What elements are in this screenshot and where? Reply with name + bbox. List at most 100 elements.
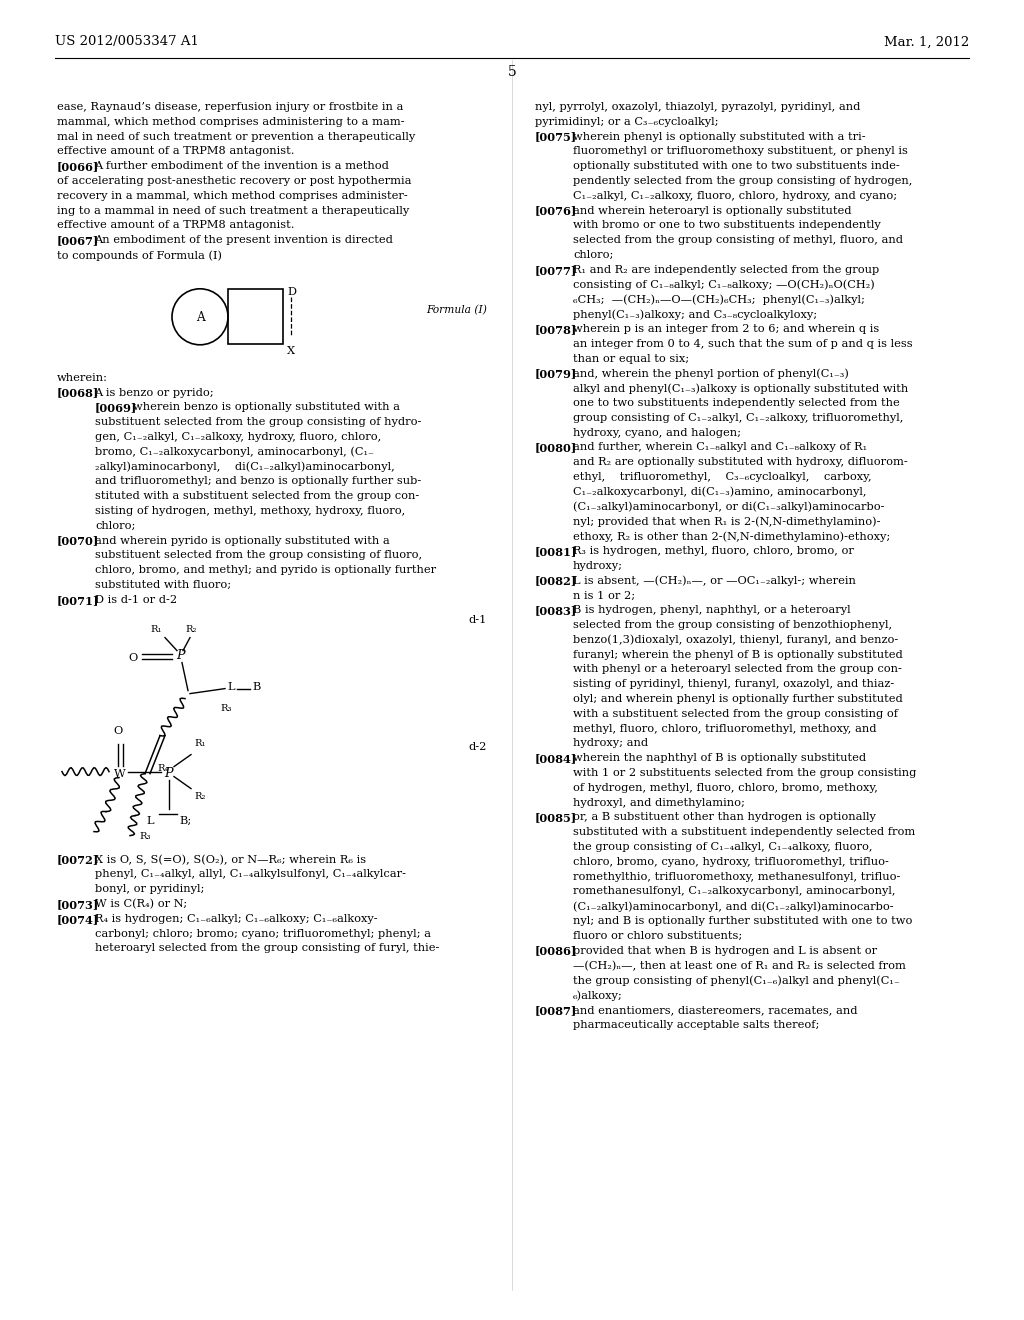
Text: furanyl; wherein the phenyl of B is optionally substituted: furanyl; wherein the phenyl of B is opti… (573, 649, 903, 660)
Text: [0075]: [0075] (535, 132, 578, 143)
Text: with bromo or one to two substituents independently: with bromo or one to two substituents in… (573, 220, 881, 231)
Text: and trifluoromethyl; and benzo is optionally further sub-: and trifluoromethyl; and benzo is option… (95, 477, 421, 486)
Text: and wherein pyrido is optionally substituted with a: and wherein pyrido is optionally substit… (94, 536, 389, 545)
Text: O: O (114, 726, 123, 735)
Text: hydroxy;: hydroxy; (573, 561, 623, 570)
Text: A is benzo or pyrido;: A is benzo or pyrido; (94, 388, 214, 397)
Text: than or equal to six;: than or equal to six; (573, 354, 689, 363)
Bar (228, 289, 283, 343)
Text: of hydrogen, methyl, fluoro, chloro, bromo, methoxy,: of hydrogen, methyl, fluoro, chloro, bro… (573, 783, 878, 793)
Text: L: L (227, 681, 234, 692)
Text: or, a B substituent other than hydrogen is optionally: or, a B substituent other than hydrogen … (572, 812, 876, 822)
Text: pharmaceutically acceptable salts thereof;: pharmaceutically acceptable salts thereo… (573, 1019, 819, 1030)
Text: wherein benzo is optionally substituted with a: wherein benzo is optionally substituted … (132, 403, 399, 412)
Text: [0085]: [0085] (535, 812, 578, 824)
Text: C₁₋₂alkyl, C₁₋₂alkoxy, fluoro, chloro, hydroxy, and cyano;: C₁₋₂alkyl, C₁₋₂alkoxy, fluoro, chloro, h… (573, 191, 897, 201)
Text: W is C(R₄) or N;: W is C(R₄) or N; (94, 899, 186, 909)
Text: substituted with fluoro;: substituted with fluoro; (95, 579, 231, 590)
Text: chloro, bromo, cyano, hydroxy, trifluoromethyl, trifluo-: chloro, bromo, cyano, hydroxy, trifluoro… (573, 857, 889, 867)
Text: hydroxy; and: hydroxy; and (573, 738, 648, 748)
Text: mammal, which method comprises administering to a mam-: mammal, which method comprises administe… (57, 116, 404, 127)
Text: [0072]: [0072] (57, 854, 99, 866)
Text: [0078]: [0078] (535, 323, 578, 335)
Text: wherein phenyl is optionally substituted with a tri-: wherein phenyl is optionally substituted… (572, 132, 865, 141)
Text: [0074]: [0074] (57, 913, 99, 925)
Text: sisting of hydrogen, methyl, methoxy, hydroxy, fluoro,: sisting of hydrogen, methyl, methoxy, hy… (95, 506, 406, 516)
Text: olyl; and wherein phenyl is optionally further substituted: olyl; and wherein phenyl is optionally f… (573, 694, 903, 704)
Text: —(CH₂)ₙ—, then at least one of R₁ and R₂ is selected from: —(CH₂)ₙ—, then at least one of R₁ and R₂… (573, 961, 906, 970)
Text: (C₁₋₂alkyl)aminocarbonyl, and di(C₁₋₂alkyl)aminocarbo-: (C₁₋₂alkyl)aminocarbonyl, and di(C₁₋₂alk… (573, 902, 894, 912)
Text: group consisting of C₁₋₂alkyl, C₁₋₂alkoxy, trifluoromethyl,: group consisting of C₁₋₂alkyl, C₁₋₂alkox… (573, 413, 903, 422)
Text: [0082]: [0082] (535, 576, 578, 586)
Text: nyl; and B is optionally further substituted with one to two: nyl; and B is optionally further substit… (573, 916, 912, 927)
Text: fluoro or chloro substituents;: fluoro or chloro substituents; (573, 931, 742, 941)
Text: d-2: d-2 (469, 742, 487, 751)
Text: selected from the group consisting of benzothiophenyl,: selected from the group consisting of be… (573, 620, 892, 630)
Text: provided that when B is hydrogen and L is absent or: provided that when B is hydrogen and L i… (572, 945, 877, 956)
Text: wherein the naphthyl of B is optionally substituted: wherein the naphthyl of B is optionally … (572, 754, 865, 763)
Text: R₂: R₂ (185, 624, 197, 634)
Text: W: W (114, 768, 126, 779)
Text: with a substituent selected from the group consisting of: with a substituent selected from the gro… (573, 709, 898, 719)
Text: with phenyl or a heteroaryl selected from the group con-: with phenyl or a heteroaryl selected fro… (573, 664, 902, 675)
Text: R₁: R₁ (151, 624, 162, 634)
Text: R₄ is hydrogen; C₁₋₆alkyl; C₁₋₆alkoxy; C₁₋₆alkoxy-: R₄ is hydrogen; C₁₋₆alkyl; C₁₋₆alkoxy; C… (94, 913, 377, 924)
Text: ease, Raynaud’s disease, reperfusion injury or frostbite in a: ease, Raynaud’s disease, reperfusion inj… (57, 102, 403, 112)
Text: pyrimidinyl; or a C₃₋₆cycloalkyl;: pyrimidinyl; or a C₃₋₆cycloalkyl; (535, 116, 719, 127)
Text: methyl, fluoro, chloro, trifluoromethyl, methoxy, and: methyl, fluoro, chloro, trifluoromethyl,… (573, 723, 877, 734)
Text: nyl, pyrrolyl, oxazolyl, thiazolyl, pyrazolyl, pyridinyl, and: nyl, pyrrolyl, oxazolyl, thiazolyl, pyra… (535, 102, 860, 112)
Text: substituted with a substituent independently selected from: substituted with a substituent independe… (573, 828, 915, 837)
Text: romethanesulfonyl, C₁₋₂alkoxycarbonyl, aminocarbonyl,: romethanesulfonyl, C₁₋₂alkoxycarbonyl, a… (573, 887, 896, 896)
Text: alkyl and phenyl(C₁₋₃)alkoxy is optionally substituted with: alkyl and phenyl(C₁₋₃)alkoxy is optional… (573, 383, 908, 393)
Text: L: L (146, 816, 154, 825)
Text: Mar. 1, 2012: Mar. 1, 2012 (884, 36, 969, 49)
Text: [0066]: [0066] (57, 161, 99, 172)
Text: wherein:: wherein: (57, 372, 108, 383)
Text: [0087]: [0087] (535, 1005, 578, 1016)
Text: and further, wherein C₁₋₈alkyl and C₁₋₈alkoxy of R₁: and further, wherein C₁₋₈alkyl and C₁₋₈a… (572, 442, 866, 453)
Text: A further embodiment of the invention is a method: A further embodiment of the invention is… (94, 161, 389, 172)
Text: C₁₋₂alkoxycarbonyl, di(C₁₋₃)amino, aminocarbonyl,: C₁₋₂alkoxycarbonyl, di(C₁₋₃)amino, amino… (573, 487, 866, 498)
Text: B: B (252, 681, 260, 692)
Text: effective amount of a TRPM8 antagonist.: effective amount of a TRPM8 antagonist. (57, 147, 295, 156)
Text: ₆CH₃;  —(CH₂)ₙ—O—(CH₂)₆CH₃;  phenyl(C₁₋₃)alkyl;: ₆CH₃; —(CH₂)ₙ—O—(CH₂)₆CH₃; phenyl(C₁₋₃)a… (573, 294, 865, 305)
Text: [0086]: [0086] (535, 945, 578, 957)
Text: R₂: R₂ (194, 792, 206, 801)
Text: [0071]: [0071] (57, 595, 99, 606)
Text: [0073]: [0073] (57, 899, 99, 909)
Text: phenyl(C₁₋₃)alkoxy; and C₃₋₈cycloalkyloxy;: phenyl(C₁₋₃)alkoxy; and C₃₋₈cycloalkylox… (573, 309, 817, 319)
Text: and R₂ are optionally substituted with hydroxy, difluorom-: and R₂ are optionally substituted with h… (573, 457, 907, 467)
Text: recovery in a mammal, which method comprises administer-: recovery in a mammal, which method compr… (57, 191, 408, 201)
Text: ₂alkyl)aminocarbonyl,    di(C₁₋₂alkyl)aminocarbonyl,: ₂alkyl)aminocarbonyl, di(C₁₋₂alkyl)amino… (95, 462, 394, 473)
Text: and enantiomers, diastereomers, racemates, and: and enantiomers, diastereomers, racemate… (572, 1005, 857, 1015)
Text: [0069]: [0069] (95, 403, 137, 413)
Text: D is d-1 or d-2: D is d-1 or d-2 (94, 595, 177, 605)
Text: ethyl,    trifluoromethyl,    C₃₋₆cycloalkyl,    carboxy,: ethyl, trifluoromethyl, C₃₋₆cycloalkyl, … (573, 473, 871, 482)
Text: hydroxy, cyano, and halogen;: hydroxy, cyano, and halogen; (573, 428, 741, 438)
Text: selected from the group consisting of methyl, fluoro, and: selected from the group consisting of me… (573, 235, 903, 246)
Text: R₃: R₃ (139, 832, 151, 841)
Text: R₄: R₄ (157, 763, 169, 772)
Text: consisting of C₁₋₈alkyl; C₁₋₈alkoxy; —O(CH₂)ₙO(CH₂): consisting of C₁₋₈alkyl; C₁₋₈alkoxy; —O(… (573, 280, 874, 290)
Text: B is hydrogen, phenyl, naphthyl, or a heteroaryl: B is hydrogen, phenyl, naphthyl, or a he… (572, 605, 850, 615)
Text: chloro;: chloro; (95, 521, 135, 531)
Text: [0084]: [0084] (535, 754, 578, 764)
Text: nyl; provided that when R₁ is 2-(N,N-dimethylamino)-: nyl; provided that when R₁ is 2-(N,N-dim… (573, 516, 881, 527)
Text: Formula (I): Formula (I) (426, 305, 487, 315)
Text: chloro;: chloro; (573, 249, 613, 260)
Text: R₃: R₃ (220, 704, 231, 713)
Text: fluoromethyl or trifluoromethoxy substituent, or phenyl is: fluoromethyl or trifluoromethoxy substit… (573, 147, 908, 156)
Text: carbonyl; chloro; bromo; cyano; trifluoromethyl; phenyl; a: carbonyl; chloro; bromo; cyano; trifluor… (95, 928, 431, 939)
Text: 5: 5 (508, 65, 516, 79)
Text: n is 1 or 2;: n is 1 or 2; (573, 590, 635, 601)
Text: P: P (165, 767, 173, 780)
Text: sisting of pyridinyl, thienyl, furanyl, oxazolyl, and thiaz-: sisting of pyridinyl, thienyl, furanyl, … (573, 680, 894, 689)
Text: mal in need of such treatment or prevention a therapeutically: mal in need of such treatment or prevent… (57, 132, 416, 141)
Text: R₃ is hydrogen, methyl, fluoro, chloro, bromo, or: R₃ is hydrogen, methyl, fluoro, chloro, … (572, 546, 853, 556)
Text: R₁ and R₂ are independently selected from the group: R₁ and R₂ are independently selected fro… (572, 265, 879, 275)
Text: chloro, bromo, and methyl; and pyrido is optionally further: chloro, bromo, and methyl; and pyrido is… (95, 565, 436, 576)
Text: an integer from 0 to 4, such that the sum of p and q is less: an integer from 0 to 4, such that the su… (573, 339, 912, 348)
Text: the group consisting of C₁₋₄alkyl, C₁₋₄alkoxy, fluoro,: the group consisting of C₁₋₄alkyl, C₁₋₄a… (573, 842, 872, 851)
Text: stituted with a substituent selected from the group con-: stituted with a substituent selected fro… (95, 491, 419, 502)
Text: ₆)alkoxy;: ₆)alkoxy; (573, 990, 623, 1001)
